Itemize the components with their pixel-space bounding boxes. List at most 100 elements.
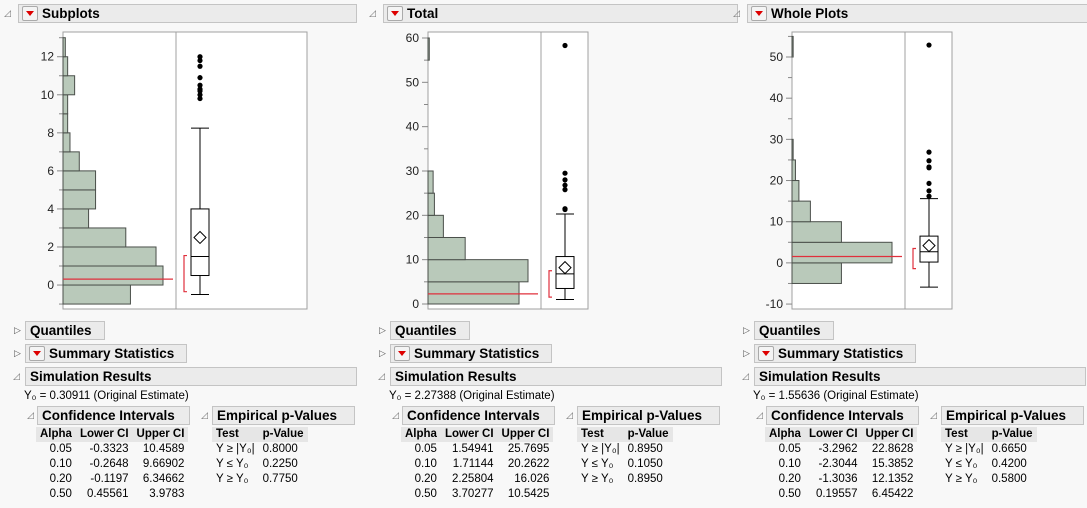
ci-cell: 0.05 bbox=[49, 443, 72, 455]
simulation-results-header[interactable]: Simulation Results bbox=[25, 367, 357, 386]
outlier-point bbox=[926, 188, 932, 194]
column-header: Test bbox=[577, 427, 624, 442]
shortest-half-bracket bbox=[548, 270, 552, 298]
pvalue-row: Y ≥ Y₀ 0.7750 bbox=[212, 472, 308, 487]
red-triangle-menu-icon[interactable] bbox=[29, 345, 45, 361]
collapse-triangle-icon[interactable]: ◿ bbox=[13, 372, 20, 382]
y-tick-label: 30 bbox=[406, 164, 420, 178]
empirical-p-values-header[interactable]: Empirical p-Values bbox=[212, 406, 355, 425]
red-triangle-menu-icon[interactable] bbox=[394, 345, 410, 361]
pvalue-cell: 0.7750 bbox=[262, 473, 298, 485]
collapse-triangle-icon[interactable]: ◿ bbox=[930, 411, 937, 421]
collapse-triangle-icon[interactable]: ◿ bbox=[369, 9, 376, 19]
collapse-triangle-icon[interactable]: ◿ bbox=[4, 9, 11, 19]
expand-triangle-icon[interactable]: ▷ bbox=[14, 326, 21, 336]
mean-diamond bbox=[558, 260, 572, 275]
summary-statistics-header[interactable]: Summary Statistics bbox=[754, 344, 916, 363]
summary-statistics-header[interactable]: Summary Statistics bbox=[25, 344, 187, 363]
ci-row: 0.05 -3.2962 22.8628 bbox=[765, 442, 917, 457]
report-header[interactable]: Whole Plots bbox=[747, 4, 1087, 23]
ci-cell: 0.45561 bbox=[86, 488, 129, 500]
histogram-bar bbox=[62, 113, 69, 134]
ci-row: 0.05 -0.3323 10.4589 bbox=[36, 442, 188, 457]
ci-cell: -0.3323 bbox=[89, 443, 129, 455]
ci-row: 0.10 -0.2648 9.66902 bbox=[36, 457, 188, 472]
histogram-bar bbox=[62, 37, 66, 58]
collapse-triangle-icon[interactable]: ◿ bbox=[566, 411, 573, 421]
pvalue-row: Y ≤ Y₀ 0.1050 bbox=[577, 457, 673, 472]
column-header: Test bbox=[212, 427, 259, 442]
expand-triangle-icon[interactable]: ▷ bbox=[379, 349, 386, 359]
histogram-bar bbox=[62, 189, 97, 210]
quantiles-header[interactable]: Quantiles bbox=[754, 321, 834, 340]
collapse-triangle-icon[interactable]: ◿ bbox=[392, 411, 399, 421]
quantiles-header[interactable]: Quantiles bbox=[390, 321, 470, 340]
outlier-point bbox=[562, 182, 568, 188]
collapse-triangle-icon[interactable]: ◿ bbox=[756, 411, 763, 421]
expand-triangle-icon[interactable]: ▷ bbox=[379, 326, 386, 336]
histogram-bar bbox=[427, 37, 430, 61]
outlier-point bbox=[197, 63, 203, 69]
report-header[interactable]: Total bbox=[383, 4, 738, 23]
histogram-bar bbox=[62, 132, 71, 153]
confidence-intervals-header[interactable]: Confidence Intervals bbox=[402, 406, 555, 425]
expand-triangle-icon[interactable]: ▷ bbox=[14, 349, 21, 359]
column-header: Lower CI bbox=[804, 427, 862, 442]
quantiles-header[interactable]: Quantiles bbox=[25, 321, 105, 340]
ci-cell: 0.50 bbox=[414, 488, 437, 500]
pvalue-cell: Y ≥ |Y₀| bbox=[216, 443, 255, 455]
red-triangle-menu-icon[interactable] bbox=[387, 5, 403, 21]
collapse-triangle-icon[interactable]: ◿ bbox=[733, 9, 740, 19]
ci-cell: 12.1352 bbox=[871, 473, 914, 485]
collapse-triangle-icon[interactable]: ◿ bbox=[201, 411, 208, 421]
pvalue-cell: Y ≥ Y₀ bbox=[581, 473, 614, 485]
red-triangle-menu-icon[interactable] bbox=[758, 345, 774, 361]
y-tick-label: 60 bbox=[406, 31, 420, 45]
ci-cell: -3.2962 bbox=[818, 443, 858, 455]
empirical-p-values-header[interactable]: Empirical p-Values bbox=[577, 406, 720, 425]
empirical-p-values-title: Empirical p-Values bbox=[582, 408, 703, 423]
ci-cell: 0.20 bbox=[778, 473, 801, 485]
summary-statistics-header[interactable]: Summary Statistics bbox=[390, 344, 552, 363]
ci-row: 0.10 1.71144 20.2622 bbox=[401, 457, 553, 472]
expand-triangle-icon[interactable]: ▷ bbox=[743, 326, 750, 336]
histogram-bar bbox=[62, 208, 90, 229]
column-header: p-Value bbox=[623, 427, 673, 442]
collapse-triangle-icon[interactable]: ◿ bbox=[27, 411, 34, 421]
ci-cell: 6.34662 bbox=[142, 473, 185, 485]
ci-row: 0.20 2.25804 16.026 bbox=[401, 472, 553, 487]
expand-triangle-icon[interactable]: ▷ bbox=[743, 349, 750, 359]
ci-row: 0.20 -0.1197 6.34662 bbox=[36, 472, 188, 487]
outlier-point bbox=[926, 164, 932, 170]
simulation-results-header[interactable]: Simulation Results bbox=[754, 367, 1086, 386]
original-estimate: Y₀ = 1.55636 (Original Estimate) bbox=[753, 390, 919, 402]
report-title: Subplots bbox=[42, 6, 100, 21]
confidence-intervals-header[interactable]: Confidence Intervals bbox=[766, 406, 919, 425]
confidence-intervals-table: Alpha Lower CI Upper CI 0.05 -0.3323 10.4589 0… bbox=[36, 427, 189, 502]
ci-row: 0.05 1.54941 25.7695 bbox=[401, 442, 553, 457]
confidence-intervals-header[interactable]: Confidence Intervals bbox=[37, 406, 190, 425]
red-triangle-menu-icon[interactable] bbox=[751, 5, 767, 21]
ci-row: 0.50 3.70277 10.5425 bbox=[401, 487, 553, 502]
empirical-p-values-header[interactable]: Empirical p-Values bbox=[941, 406, 1084, 425]
column-header: Alpha bbox=[765, 427, 805, 442]
empirical-p-values-table: Test p-Value Y ≥ |Y₀| 0.8950 Y ≤ Y₀ 0.1050 Y ≥… bbox=[577, 427, 673, 487]
quantiles-label: Quantiles bbox=[759, 323, 821, 338]
y-tick-label: 8 bbox=[47, 126, 54, 140]
ci-cell: 6.45422 bbox=[871, 488, 914, 500]
chart-svg: -10 0 10 20 30 40 50 bbox=[766, 31, 953, 311]
simulation-results-header[interactable]: Simulation Results bbox=[390, 367, 722, 386]
pvalue-row: Y ≥ |Y₀| 0.6650 bbox=[941, 442, 1037, 457]
ci-cell: 15.3852 bbox=[871, 458, 914, 470]
red-triangle-menu-icon[interactable] bbox=[22, 5, 38, 21]
histogram-boxplot: 0 2 4 6 8 10 12 bbox=[0, 26, 320, 321]
histogram-bar bbox=[791, 35, 794, 58]
histogram-bar bbox=[62, 227, 127, 248]
confidence-intervals-title: Confidence Intervals bbox=[42, 408, 175, 423]
collapse-triangle-icon[interactable]: ◿ bbox=[378, 372, 385, 382]
histogram-bar bbox=[427, 236, 466, 261]
outlier-point bbox=[197, 54, 203, 60]
collapse-triangle-icon[interactable]: ◿ bbox=[742, 372, 749, 382]
report-header[interactable]: Subplots bbox=[18, 4, 357, 23]
pvalue-row: Y ≥ |Y₀| 0.8950 bbox=[577, 442, 673, 457]
